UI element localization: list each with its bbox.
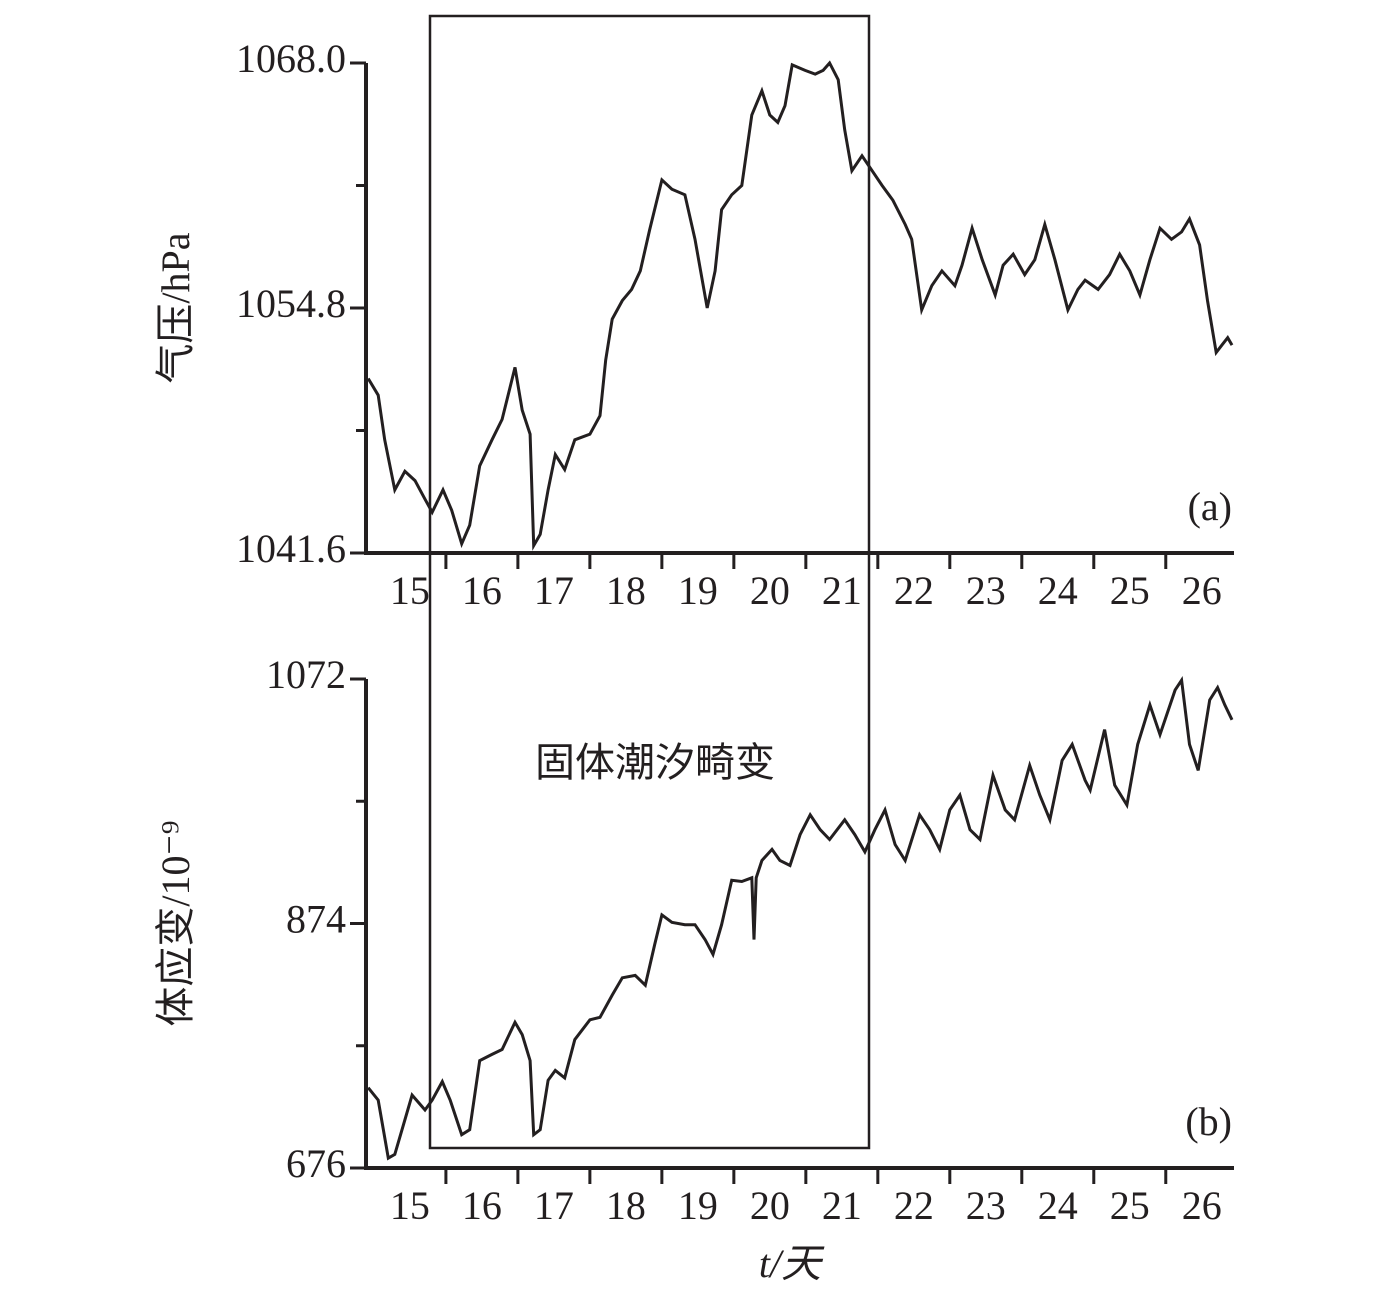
x-tick-label: 26 [1182,1183,1222,1228]
x-tick-label: 20 [750,568,790,613]
x-tick-label: 16 [462,1183,502,1228]
x-tick-label: 24 [1038,1183,1078,1228]
data-line [366,60,1234,551]
x-tick-label: 26 [1182,568,1222,613]
data-line [367,675,1234,1161]
x-tick-label: 22 [894,568,934,613]
x-tick-label: 21 [822,1183,862,1228]
y-tick-label: 874 [286,897,346,942]
x-tick-label: 21 [822,568,862,613]
x-tick-label: 22 [894,1183,934,1228]
x-tick-label: 23 [966,568,1006,613]
y-axis-label: 体应变/10⁻⁹ [153,820,198,1026]
x-tick-label: 17 [534,568,574,613]
y-axis-label: 气压/hPa [153,232,198,383]
highlight-box [428,14,871,1150]
x-tick-label: 18 [606,1183,646,1228]
x-tick-label: 15 [390,1183,430,1228]
annotation: 固体潮汐畸变 [535,740,775,785]
x-tick-label: 16 [462,568,502,613]
x-tick-label: 17 [534,1183,574,1228]
x-tick-label: 24 [1038,568,1078,613]
panel-label: (a) [1188,484,1232,529]
x-tick-label: 19 [678,568,718,613]
y-tick-label: 676 [286,1141,346,1186]
x-tick-label: 23 [966,1183,1006,1228]
x-axis-label: t/天 [759,1241,825,1286]
x-tick-label: 19 [678,1183,718,1228]
x-tick-label: 20 [750,1183,790,1228]
x-tick-label: 25 [1110,1183,1150,1228]
x-tick-label: 18 [606,568,646,613]
y-tick-label: 1068.0 [236,36,346,81]
x-tick-label: 25 [1110,568,1150,613]
y-tick-label: 1072 [266,652,346,697]
panel-label: (b) [1185,1099,1232,1144]
y-tick-label: 1041.6 [236,526,346,571]
y-tick-label: 1054.8 [236,281,346,326]
x-tick-label: 15 [390,568,430,613]
